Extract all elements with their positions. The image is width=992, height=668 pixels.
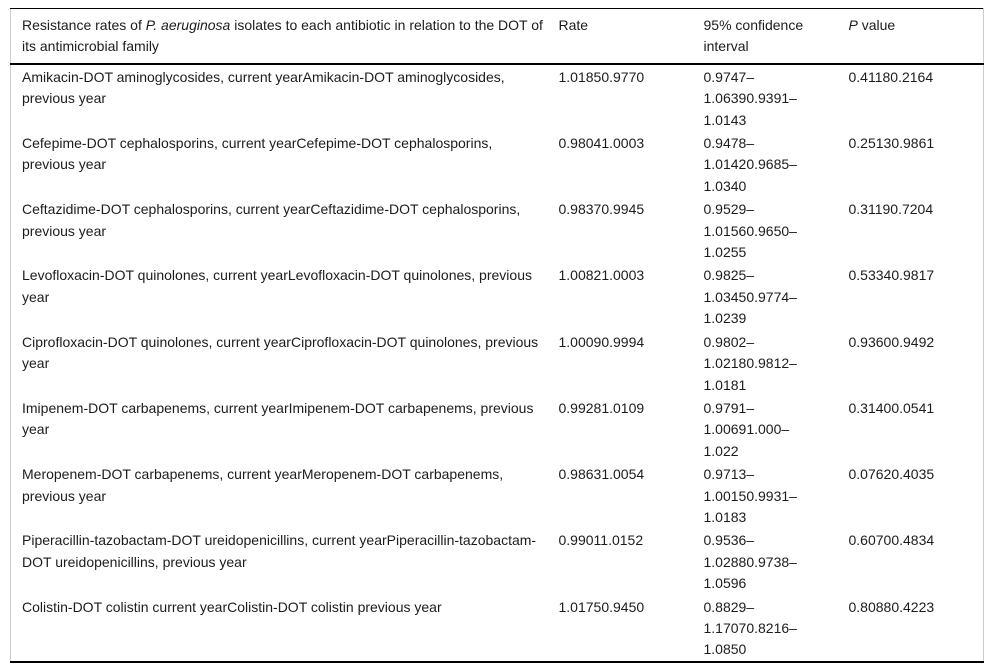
p-value-cell: 0.80880.4223 [848,598,935,615]
table-row: Imipenem-DOT carbapenems, current yearIm… [11,396,984,462]
confidence-interval-cell: 0.9791– 1.00691.000– 1.022 [704,396,849,462]
ci-line: 1.00150.9931– [703,487,797,504]
rate-cell: 0.98370.9945 [558,201,645,218]
p-value-cell: 0.60700.4834 [848,532,935,549]
rate-cell: 0.99011.0152 [558,532,644,549]
header-organism-name: P. aeruginosa [145,17,231,33]
ci-line: 1.0183 [703,508,747,525]
rate-cell: 1.00821.0003 [558,267,645,284]
rate-cell: 1.01750.9450 [558,598,645,615]
ci-line: 1.0596 [703,575,747,592]
ci-line: 0.9747– [703,68,755,85]
confidence-interval-cell: 0.9802– 1.02180.9812– 1.0181 [704,330,849,396]
ci-line: 1.0143 [703,111,747,128]
ci-line: 1.0239 [703,310,747,327]
antibiotic-name-cell: Amikacin-DOT aminoglycosides, current ye… [22,68,505,107]
header-p-suffix: value [857,17,896,33]
p-value-cell: 0.93600.9492 [848,333,935,350]
rate-cell: 1.00090.9994 [558,333,645,350]
ci-line: 1.01560.9650– [703,222,797,239]
antibiotic-name-cell: Meropenem-DOT carbapenems, current yearM… [22,466,504,504]
ci-line: 1.01420.9685– [703,156,797,173]
antibiotic-name-cell: Ciprofloxacin-DOT quinolones, current ye… [22,333,539,372]
ci-line: 1.06390.9391– [703,90,797,107]
ci-line: 0.9529– [703,201,755,218]
table-row: Ciprofloxacin-DOT quinolones, current ye… [11,330,984,396]
ci-line: 0.8829– [703,598,755,615]
rate-cell: 0.98041.0003 [558,135,645,152]
confidence-interval-cell: 0.9536– 1.02880.9738– 1.0596 [704,528,849,594]
p-value-cell: 0.25130.9861 [848,135,935,152]
ci-line: 1.0340 [703,177,747,194]
confidence-interval-cell: 0.9529– 1.01560.9650– 1.0255 [704,197,849,263]
ci-line: 0.9713– [703,466,755,483]
p-value-cell: 0.07620.4035 [848,466,935,483]
table-row: Cefepime-DOT cephalosporins, current yea… [11,131,984,197]
antibiotic-name-cell: Cefepime-DOT cephalosporins, current yea… [22,135,493,173]
table-header-row: Resistance rates of P. aeruginosa isolat… [10,8,984,65]
confidence-interval-cell: 0.9478– 1.01420.9685– 1.0340 [704,131,849,197]
header-p-value: P value [848,8,984,65]
ci-line: 1.0181 [703,376,747,393]
table-row: Ceftazidime-DOT cephalosporins, current … [11,197,984,263]
ci-line: 1.17070.8216– [703,619,797,636]
header-rate: Rate [558,8,704,65]
p-value-cell: 0.31190.7204 [848,201,934,218]
confidence-interval-cell: 0.8829– 1.17070.8216– 1.0850 [704,595,849,662]
rate-cell: 0.98631.0054 [558,466,645,483]
p-value-cell: 0.41180.2164 [848,68,934,85]
header-description: Resistance rates of P. aeruginosa isolat… [10,8,559,65]
confidence-interval-cell: 0.9825– 1.03450.9774– 1.0239 [704,263,849,329]
table-row: Levofloxacin-DOT quinolones, current yea… [11,263,984,329]
ci-line: 1.02880.9738– [703,553,797,570]
ci-line: 1.00691.000– [703,421,790,438]
ci-line: 0.9825– [703,267,755,284]
header-p-symbol: P [848,17,858,33]
header-description-prefix: Resistance rates of [22,17,146,33]
antibiotic-name-cell: Ceftazidime-DOT cephalosporins, current … [22,201,521,239]
header-confidence-interval: 95% confidence interval [703,8,849,65]
p-value-cell: 0.31400.0541 [848,399,935,416]
ci-line: 1.03450.9774– [703,288,797,305]
resistance-rates-table: Resistance rates of P. aeruginosa isolat… [10,8,984,663]
confidence-interval-cell: 0.9747– 1.06390.9391– 1.0143 [704,64,849,131]
table-row: Colistin-DOT colistin current yearColist… [11,595,984,662]
confidence-interval-cell: 0.9713– 1.00150.9931– 1.0183 [704,462,849,528]
ci-line: 1.0255 [703,244,747,261]
ci-line: 1.022 [703,442,739,459]
ci-line: 0.9478– [703,135,755,152]
antibiotic-name-cell: Imipenem-DOT carbapenems, current yearIm… [22,399,534,438]
header-description-suffix: isolates to each antibiotic in relation … [22,17,543,55]
p-value-cell: 0.53340.9817 [848,267,935,284]
ci-line: 0.9802– [703,333,755,350]
table-row: Meropenem-DOT carbapenems, current yearM… [11,462,984,528]
ci-line: 1.02180.9812– [703,355,797,372]
ci-line: 0.9791– [703,399,755,416]
rate-cell: 0.99281.0109 [558,399,645,416]
antibiotic-name-cell: Colistin-DOT colistin current yearColist… [22,598,442,615]
ci-line: 1.0850 [703,641,747,658]
rate-cell: 1.01850.9770 [558,68,645,85]
antibiotic-name-cell: Piperacillin-tazobactam-DOT ureidopenici… [22,532,537,570]
table-row: Amikacin-DOT aminoglycosides, current ye… [11,64,984,131]
ci-line: 0.9536– [703,532,755,549]
antibiotic-name-cell: Levofloxacin-DOT quinolones, current yea… [22,267,532,305]
table-row: Piperacillin-tazobactam-DOT ureidopenici… [11,528,984,594]
